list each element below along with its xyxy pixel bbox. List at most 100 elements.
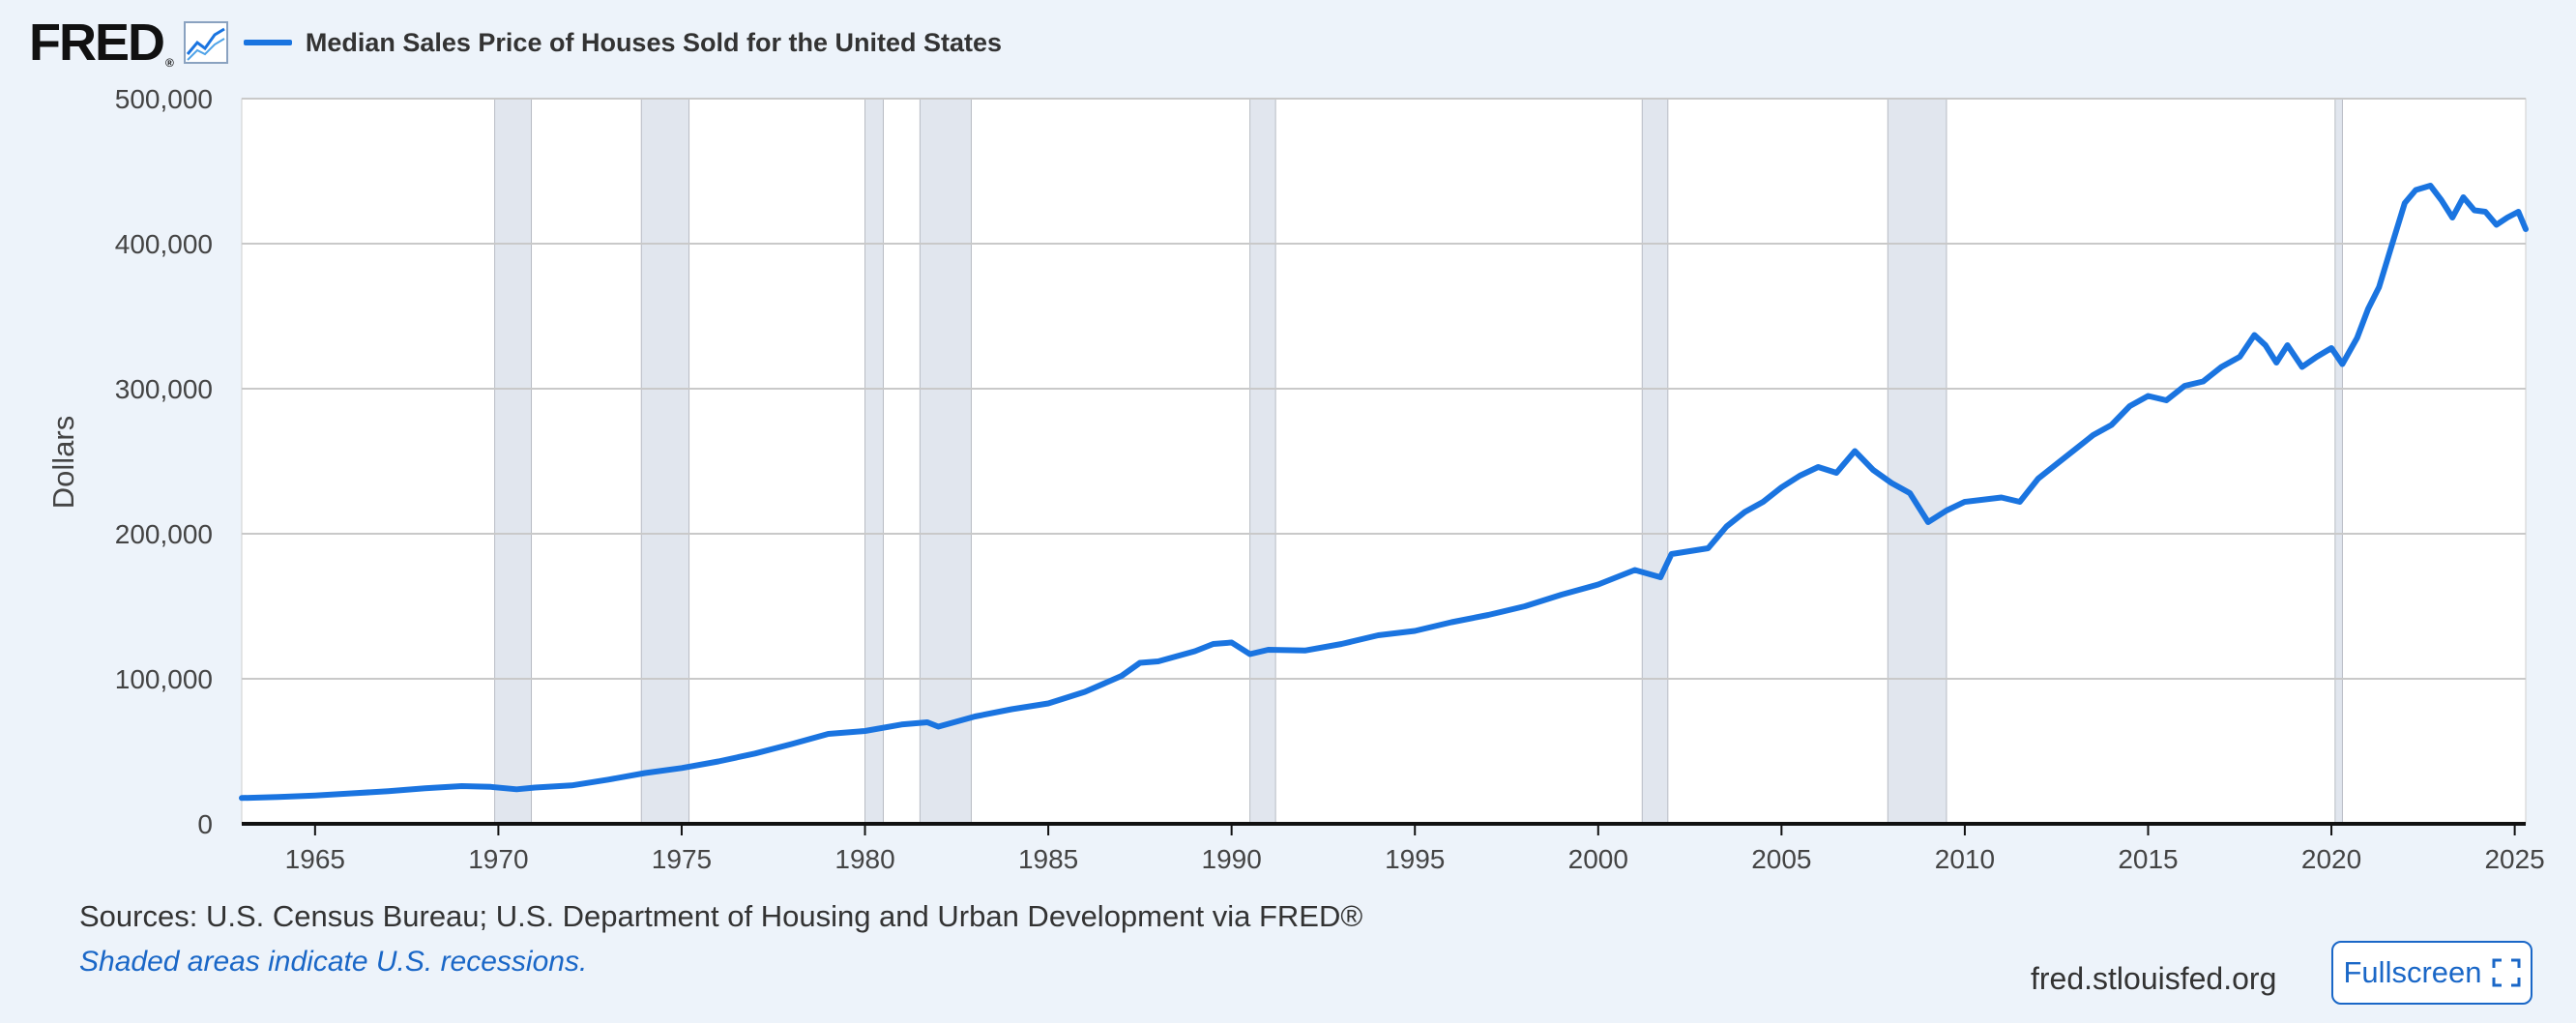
data-point	[2237, 354, 2242, 360]
data-point	[2054, 461, 2060, 467]
data-point	[2439, 197, 2444, 203]
data-point	[2127, 403, 2133, 409]
recession-band	[919, 98, 972, 825]
data-point	[1815, 464, 1821, 470]
y-tick-label: 100,000	[115, 664, 213, 694]
recession-band	[1641, 98, 1669, 825]
data-point	[1760, 499, 1766, 505]
footer-recession-note: Shaded areas indicate U.S. recessions.	[79, 946, 588, 978]
x-tick-label: 2020	[2301, 844, 2361, 874]
data-point	[1485, 612, 1491, 618]
data-point	[1522, 603, 1528, 609]
x-tick-label: 2025	[2484, 844, 2544, 874]
y-tick-label: 300,000	[115, 374, 213, 404]
data-point	[2109, 423, 2115, 428]
data-point	[1632, 568, 1638, 573]
x-tick-label: 2000	[1568, 844, 1628, 874]
data-point	[2472, 208, 2477, 214]
data-point	[2482, 209, 2488, 215]
data-point	[312, 793, 318, 799]
data-point	[1338, 641, 1344, 647]
data-point	[972, 714, 978, 719]
data-point	[898, 721, 904, 727]
y-tick-label: 400,000	[115, 229, 213, 259]
data-point	[1870, 467, 1876, 473]
data-point	[1156, 658, 1161, 664]
legend-swatch	[243, 40, 292, 45]
data-point	[1375, 632, 1381, 638]
line-chart: 0 100,000 200,000 300,000 400,000 500,000 196…	[46, 84, 2545, 874]
data-point	[1925, 519, 1931, 525]
data-point	[1119, 673, 1125, 679]
data-point	[386, 788, 392, 794]
y-axis-label: Dollars	[46, 416, 80, 509]
data-point	[2328, 345, 2334, 351]
data-point	[349, 791, 355, 797]
data-point	[2035, 476, 2041, 482]
data-point	[863, 728, 868, 734]
data-point	[2299, 365, 2305, 370]
fullscreen-icon	[2492, 958, 2520, 987]
recession-shading	[494, 98, 2343, 825]
footer-site-link[interactable]: fred.stlouisfed.org	[2031, 961, 2277, 996]
data-point	[2263, 342, 2269, 348]
recession-band	[640, 98, 690, 825]
data-point	[2273, 360, 2279, 365]
data-point	[605, 776, 611, 782]
fred-logo[interactable]: FRED ®	[29, 16, 174, 70]
plot-area[interactable]	[241, 98, 2527, 825]
x-tick-label: 1990	[1202, 844, 1262, 874]
data-point	[2163, 397, 2169, 403]
data-point	[1192, 649, 1198, 655]
fullscreen-button[interactable]: Fullscreen	[2331, 941, 2532, 1005]
data-point	[488, 784, 494, 790]
data-point	[2218, 365, 2224, 370]
data-point	[1614, 574, 1620, 580]
data-point	[1778, 484, 1784, 490]
data-point	[1833, 470, 1839, 476]
data-point	[924, 719, 930, 725]
data-point	[752, 750, 758, 756]
legend-label: Median Sales Price of Houses Sold for th…	[305, 27, 1003, 57]
data-point	[1888, 481, 1894, 486]
data-point	[1742, 510, 1747, 515]
fullscreen-button-label: Fullscreen	[2343, 955, 2482, 989]
fred-registered-mark: ®	[165, 56, 174, 70]
y-tick-label: 200,000	[115, 519, 213, 549]
data-point	[1559, 592, 1565, 598]
data-point	[1045, 701, 1051, 707]
data-point	[2504, 215, 2510, 220]
data-point	[2402, 200, 2408, 206]
x-tick-label: 1965	[285, 844, 345, 874]
data-point	[2181, 383, 2187, 389]
data-point	[826, 731, 832, 737]
data-point	[1907, 490, 1913, 496]
recession-band	[1249, 98, 1276, 825]
data-point	[1797, 473, 1802, 479]
data-point	[239, 795, 245, 801]
data-point	[2515, 209, 2521, 215]
y-axis-tick-labels: 0 100,000 200,000 300,000 400,000 500,000	[115, 84, 213, 839]
y-tick-label: 0	[197, 809, 213, 839]
data-point	[1657, 574, 1663, 580]
x-axis-tick-labels: 1965 1970 1975 1980 1985 1990 1995 2000 2005 2010…	[285, 824, 2545, 874]
recession-band	[864, 98, 884, 825]
data-point	[2376, 284, 2382, 290]
x-tick-label: 1975	[652, 844, 712, 874]
data-point	[2365, 307, 2371, 312]
data-point	[1009, 707, 1014, 713]
data-point	[1669, 551, 1675, 557]
data-point	[2461, 194, 2467, 200]
line-graph-icon[interactable]	[183, 21, 228, 64]
y-tick-label: 500,000	[115, 84, 213, 114]
data-point	[2339, 362, 2345, 367]
x-tick-label: 1985	[1018, 844, 1078, 874]
data-point	[2091, 432, 2096, 438]
x-tick-label: 2015	[2118, 844, 2178, 874]
data-point	[2413, 188, 2418, 193]
series-line-median-sales-price[interactable]	[239, 183, 2529, 802]
footer-sources: Sources: U.S. Census Bureau; U.S. Depart…	[79, 899, 1363, 933]
data-point	[1302, 648, 1307, 654]
data-point	[1962, 499, 1968, 505]
data-point	[1082, 689, 1088, 695]
